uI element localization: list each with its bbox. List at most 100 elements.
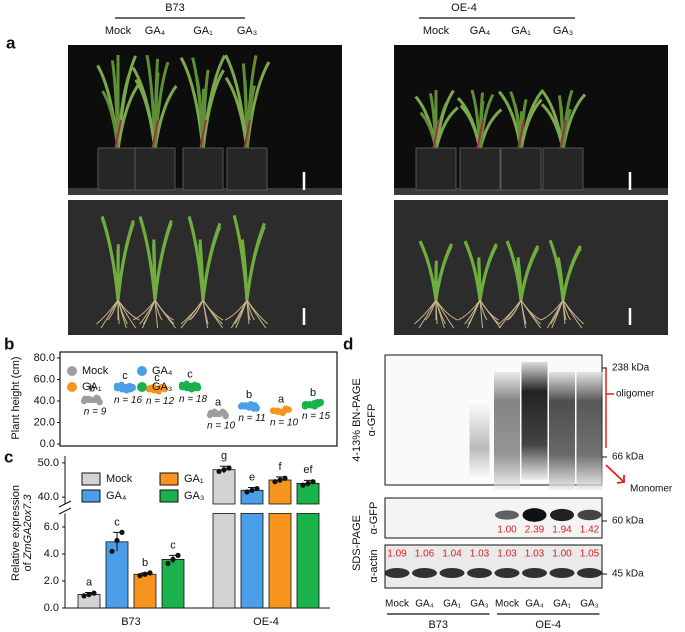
leaf [478, 93, 495, 151]
marker-label: 66 kDa [612, 452, 644, 463]
data-point [282, 475, 288, 481]
root [562, 299, 585, 325]
leaf [519, 98, 543, 151]
y-tick-label: 4.0 [44, 548, 59, 560]
bn-page-label: 4-13% BN-PAGE [351, 378, 363, 462]
treatment-label: GA₄ [470, 25, 491, 37]
root [141, 299, 156, 329]
pot [226, 147, 268, 191]
shoot [100, 215, 120, 301]
legend-label: GA₁ [184, 473, 204, 485]
significance-letter: a [215, 397, 222, 409]
root [540, 299, 564, 321]
monomer-arrow [605, 464, 625, 484]
pot [500, 147, 542, 191]
bar [161, 559, 185, 609]
data-point [300, 482, 306, 488]
actin-band [577, 568, 602, 578]
shoot [201, 226, 222, 301]
significance-letter: b [89, 383, 95, 395]
root [132, 299, 156, 321]
actin-ratio: 1.03 [497, 549, 517, 560]
plot-frame [59, 351, 338, 447]
significance-letter: a [86, 576, 93, 588]
leaf [116, 55, 137, 151]
data-point [310, 479, 316, 485]
shoot [418, 240, 438, 301]
data-point [90, 396, 97, 404]
y-tick-label: 0.0 [40, 438, 55, 450]
bar [268, 479, 292, 505]
shoot [232, 214, 249, 301]
shoot [116, 222, 135, 301]
root [180, 299, 204, 329]
treatment-label: Mock [423, 25, 450, 37]
significance-letter: ef [303, 464, 313, 476]
legend-label: GA₁ [82, 381, 102, 393]
bar [268, 513, 292, 609]
root [479, 299, 500, 325]
root [520, 299, 527, 329]
actin-ratio: 1.00 [552, 549, 572, 560]
smear [549, 372, 575, 490]
leaf [561, 108, 572, 151]
legend-swatch [159, 472, 179, 486]
gfp-band [577, 509, 602, 521]
stem [559, 119, 567, 151]
y-tick-label: 2.0 [44, 575, 59, 587]
y-tick-label: 60.0 [34, 373, 55, 385]
root [96, 299, 119, 325]
y-tick-label: 0.0 [44, 602, 59, 614]
data-point [127, 385, 134, 393]
data-point [194, 384, 202, 392]
gfp-ratio: 2.39 [525, 525, 545, 536]
data-point [279, 409, 286, 417]
shoot [548, 239, 565, 301]
significance-letter: b [246, 389, 252, 401]
treatment-label: GA₃ [553, 25, 573, 37]
y-tick-label: 50.0 [38, 457, 59, 469]
x-tick-label: B73 [121, 616, 141, 628]
data-point [109, 548, 115, 554]
data-point [161, 385, 168, 393]
marker-label: 60 kDa [612, 516, 644, 527]
data-point [253, 405, 260, 412]
y-tick-label: 6.0 [44, 521, 59, 533]
shoot [477, 257, 482, 301]
lane-label: Mock [495, 599, 520, 610]
data-point [216, 468, 222, 475]
pot [182, 147, 224, 191]
y-axis-label: Relative expressionof ZmGA2ox7.3 [10, 485, 34, 581]
table-edge [68, 188, 342, 195]
leaf [434, 89, 455, 151]
data-point [249, 487, 255, 493]
legend-label: GA₄ [106, 490, 127, 502]
actin-ratio: 1.03 [525, 549, 545, 560]
stem [151, 119, 159, 151]
smear [576, 372, 603, 490]
root [562, 299, 566, 325]
stem [476, 119, 484, 151]
legend-marker [67, 382, 77, 392]
data-point [301, 403, 309, 410]
significance-letter: b [142, 557, 148, 569]
axis-break [58, 500, 72, 515]
data-point [114, 537, 120, 544]
lane-label: GA₄ [415, 599, 434, 610]
leaf [245, 85, 256, 151]
root [189, 299, 204, 321]
root [551, 299, 564, 329]
significance-letter: g [221, 450, 227, 462]
pot [542, 147, 584, 191]
data-point [254, 485, 260, 492]
gfp-ratio: 1.42 [580, 525, 600, 536]
lane-label: GA₃ [580, 599, 599, 610]
shoot [434, 245, 453, 301]
gfp-band [495, 510, 519, 520]
data-point [277, 477, 283, 483]
lane-label: GA₁ [553, 599, 571, 610]
root [498, 299, 522, 329]
data-point [315, 399, 322, 407]
significance-letter: b [310, 387, 316, 399]
n-label: n = 18 [179, 394, 208, 405]
